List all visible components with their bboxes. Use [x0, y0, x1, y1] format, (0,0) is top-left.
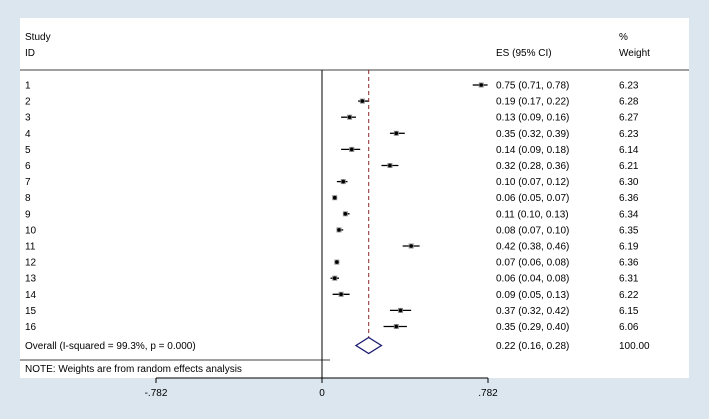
study-weight: 6.36 — [619, 193, 639, 204]
study-row-4: 4 0.35 (0.32, 0.39) 6.23 — [25, 129, 639, 140]
study-weight: 6.31 — [619, 274, 639, 285]
study-point — [409, 244, 413, 248]
study-id: 14 — [25, 290, 37, 301]
study-weight: 6.21 — [619, 161, 639, 172]
study-ci-text: 0.42 (0.38, 0.46) — [496, 242, 569, 253]
study-row-2: 2 0.19 (0.17, 0.22) 6.28 — [25, 97, 639, 108]
study-ci-text: 0.09 (0.05, 0.13) — [496, 290, 569, 301]
study-id: 10 — [25, 225, 37, 236]
study-row-13: 13 0.06 (0.04, 0.08) 6.31 — [25, 274, 639, 285]
study-row-8: 8 0.06 (0.05, 0.07) 6.36 — [25, 193, 639, 204]
header-id: ID — [25, 48, 35, 59]
study-ci-text: 0.13 (0.09, 0.16) — [496, 113, 569, 124]
x-tick-label: .782 — [478, 388, 498, 399]
study-point — [335, 260, 339, 264]
study-weight: 6.30 — [619, 177, 639, 188]
study-weight: 6.14 — [619, 145, 639, 156]
study-point — [337, 228, 341, 232]
study-point — [394, 324, 399, 329]
study-id: 11 — [25, 242, 36, 253]
study-ci-text: 0.14 (0.09, 0.18) — [496, 145, 569, 156]
study-weight: 6.06 — [619, 322, 639, 333]
study-id: 12 — [25, 258, 37, 269]
header-weight: Weight — [619, 48, 650, 59]
overall-diamond — [354, 336, 383, 355]
study-weight: 6.15 — [619, 306, 639, 317]
overall-label: Overall (I-squared = 99.3%, p = 0.000) — [25, 341, 196, 352]
header-study: Study — [25, 32, 51, 43]
study-weight: 6.35 — [619, 225, 639, 236]
header-weight-pct: % — [619, 32, 628, 43]
study-id: 16 — [25, 322, 37, 333]
study-point — [388, 163, 392, 168]
study-point — [332, 195, 337, 200]
study-weight: 6.27 — [619, 113, 639, 124]
study-weight: 6.19 — [619, 242, 639, 253]
study-weight: 6.23 — [619, 81, 639, 92]
study-id: 1 — [25, 81, 31, 92]
x-tick-label: 0 — [319, 388, 325, 399]
study-row-9: 9 0.11 (0.10, 0.13) 6.34 — [25, 209, 639, 220]
header-es: ES (95% CI) — [496, 48, 552, 59]
study-row-14: 14 0.09 (0.05, 0.13) 6.22 — [25, 290, 639, 301]
study-row-10: 10 0.08 (0.07, 0.10) 6.35 — [25, 225, 639, 236]
study-weight: 6.23 — [619, 129, 639, 140]
study-ci-text: 0.19 (0.17, 0.22) — [496, 97, 569, 108]
study-weight: 6.28 — [619, 97, 639, 108]
study-weight: 6.22 — [619, 290, 639, 301]
study-row-12: 12 0.07 (0.06, 0.08) 6.36 — [25, 258, 639, 269]
study-ci-text: 0.08 (0.07, 0.10) — [496, 225, 569, 236]
study-row-16: 16 0.35 (0.29, 0.40) 6.06 — [25, 322, 639, 333]
plot-panel — [20, 18, 689, 378]
header: Study ID ES (95% CI) % Weight — [25, 32, 650, 59]
study-point — [360, 99, 365, 103]
study-row-7: 7 0.10 (0.07, 0.12) 6.30 — [25, 177, 639, 188]
study-ci-text: 0.75 (0.71, 0.78) — [496, 81, 569, 92]
study-id: 4 — [25, 129, 31, 140]
study-row-11: 11 0.42 (0.38, 0.46) 6.19 — [25, 242, 639, 253]
study-id: 8 — [25, 193, 31, 204]
study-point — [332, 276, 337, 281]
study-point — [398, 308, 403, 313]
overall-ci: 0.22 (0.16, 0.28) — [496, 341, 569, 352]
study-ci-text: 0.10 (0.07, 0.12) — [496, 177, 569, 188]
study-ci-text: 0.32 (0.28, 0.36) — [496, 161, 569, 172]
study-row-15: 15 0.37 (0.32, 0.42) 6.15 — [25, 306, 639, 317]
study-ci-text: 0.06 (0.05, 0.07) — [496, 193, 569, 204]
study-weight: 6.36 — [619, 258, 639, 269]
study-rows: 1 0.75 (0.71, 0.78) 6.23 2 0.19 (0.17, 0.22)… — [25, 81, 639, 334]
study-point — [479, 83, 484, 87]
study-id: 6 — [25, 161, 31, 172]
study-ci-text: 0.11 (0.10, 0.13) — [496, 209, 569, 220]
study-id: 15 — [25, 306, 37, 317]
study-id: 5 — [25, 145, 31, 156]
study-point — [343, 212, 348, 216]
study-ci-text: 0.37 (0.32, 0.42) — [496, 306, 569, 317]
study-row-6: 6 0.32 (0.28, 0.36) 6.21 — [25, 161, 639, 172]
study-ci-text: 0.35 (0.29, 0.40) — [496, 322, 569, 333]
study-row-3: 3 0.13 (0.09, 0.16) 6.27 — [25, 113, 639, 124]
study-point — [347, 115, 352, 119]
study-point — [349, 147, 354, 152]
note: NOTE: Weights are from random effects an… — [25, 364, 242, 375]
x-axis-ticks: -.782 0 .782 — [145, 378, 498, 399]
study-id: 13 — [25, 274, 37, 285]
study-point — [394, 131, 399, 136]
x-tick-label: -.782 — [145, 388, 168, 399]
study-ci-text: 0.35 (0.32, 0.39) — [496, 129, 569, 140]
study-ci-text: 0.06 (0.04, 0.08) — [496, 274, 569, 285]
study-id: 9 — [25, 209, 31, 220]
overall-row: Overall (I-squared = 99.3%, p = 0.000) 0… — [25, 336, 650, 355]
study-id: 7 — [25, 177, 31, 188]
study-point — [339, 292, 343, 297]
study-id: 2 — [25, 97, 31, 108]
study-ci-text: 0.07 (0.06, 0.08) — [496, 258, 569, 269]
study-row-1: 1 0.75 (0.71, 0.78) 6.23 — [25, 81, 639, 92]
study-id: 3 — [25, 113, 31, 124]
overall-weight: 100.00 — [619, 341, 650, 352]
study-point — [341, 179, 346, 184]
study-row-5: 5 0.14 (0.09, 0.18) 6.14 — [25, 145, 639, 156]
study-weight: 6.34 — [619, 209, 639, 220]
